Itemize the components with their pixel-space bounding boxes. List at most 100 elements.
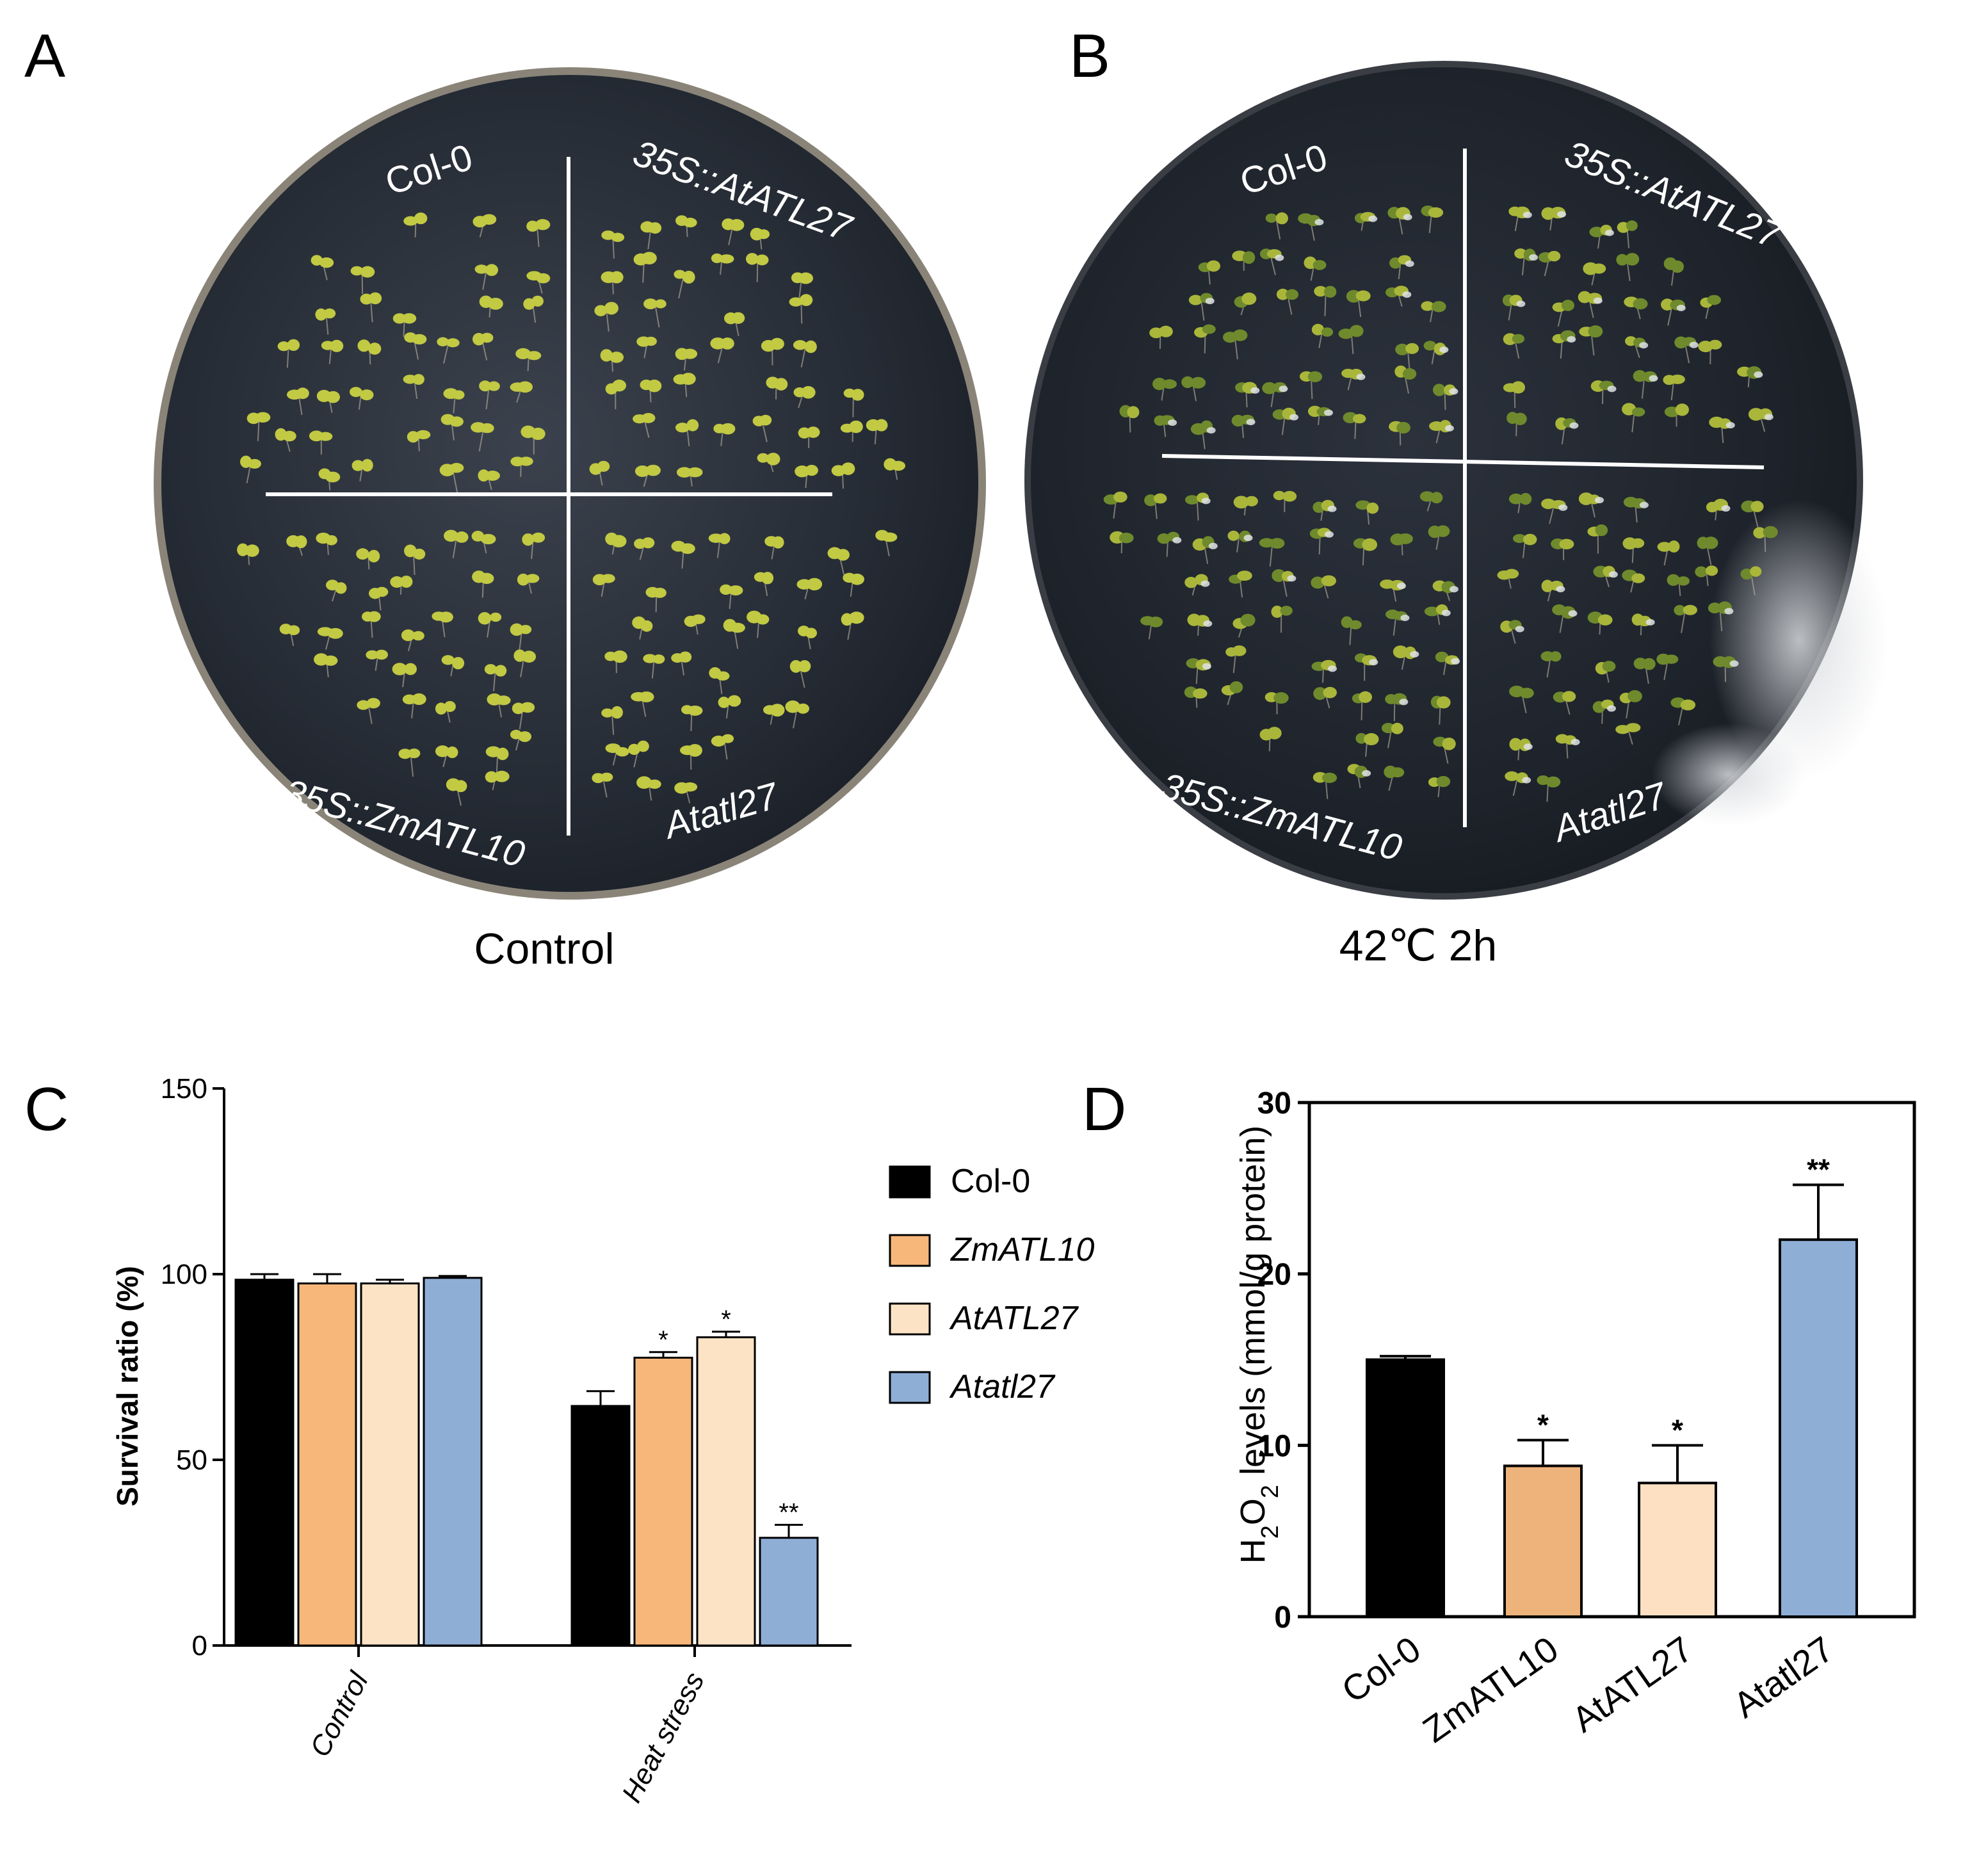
seedling-root [1269, 544, 1273, 567]
seedling-root [800, 346, 807, 368]
seedling-leaf [485, 471, 500, 481]
seedling-leaf [675, 423, 690, 433]
seedling-bleach [1639, 342, 1649, 349]
seedling-leaf [1628, 690, 1642, 702]
seedling-leaf [369, 292, 382, 305]
seedling-leaf [510, 623, 524, 636]
seedling-leaf [1190, 376, 1206, 389]
seedling-bleach [1649, 375, 1658, 382]
seedling-bleach [1523, 211, 1532, 218]
seedling-bleach [1724, 608, 1734, 615]
seedling-leaf [610, 271, 624, 284]
seedling-leaf [1616, 254, 1628, 266]
seedling-leaf [536, 273, 551, 284]
chart-c-bar-atatl27 [423, 1277, 483, 1647]
seedling-leaf [594, 305, 608, 316]
seedling-leaf [1675, 403, 1689, 416]
chart-c-y-tick-label: 100 [161, 1259, 207, 1290]
seedling-leaf [490, 612, 502, 622]
seedling-leaf [628, 743, 640, 756]
seedling-bleach [1356, 373, 1366, 380]
seedling-leaf [1763, 526, 1778, 538]
seedling-leaf [772, 536, 784, 549]
seedling-leaf [652, 654, 665, 664]
seedling-leaf [1519, 492, 1532, 505]
seedling-leaf [636, 776, 652, 789]
seedling-root [651, 659, 655, 679]
seedling-leaf [1642, 658, 1656, 670]
seedling-bleach [1172, 537, 1182, 544]
seedling-leaf [315, 308, 327, 321]
seedling-leaf [1626, 723, 1641, 732]
seedling-bleach [1396, 583, 1406, 590]
seedling-leaf [530, 428, 545, 441]
seedling-leaf [687, 705, 703, 716]
seedling-leaf [612, 650, 627, 663]
seedling-leaf [452, 657, 465, 670]
seedling-leaf [414, 212, 428, 225]
seedling-leaf [1442, 737, 1456, 750]
seedling-bleach [1289, 414, 1299, 421]
seedling-leaf [479, 572, 494, 585]
seedling-leaf [237, 543, 249, 556]
seedling-leaf [1707, 295, 1722, 305]
seedling-leaf [1395, 343, 1409, 355]
seedling-leaf [1750, 566, 1762, 577]
seedling-leaf [766, 453, 780, 465]
seedling-leaf [1436, 696, 1451, 709]
seedling-leaf [390, 576, 404, 588]
seedling-leaf [796, 703, 809, 714]
seedling-leaf [449, 416, 464, 427]
caption-heat: 42℃ 2h [1339, 921, 1498, 970]
seedling-leaf [455, 531, 469, 543]
seedling-leaf [446, 746, 458, 759]
seedling-leaf [1514, 248, 1527, 259]
seedling-leaf [789, 297, 803, 307]
seedling-leaf [1359, 691, 1373, 703]
chart-d-bar-zmatl10 [1503, 1464, 1583, 1619]
seedling-leaf [531, 532, 545, 543]
seedling-leaf [850, 573, 864, 585]
seedling-leaf [1592, 263, 1606, 274]
seedling-leaf [1541, 579, 1554, 593]
seedling-bleach [1529, 254, 1539, 261]
seedling-leaf [1421, 301, 1434, 311]
seedling-leaf [350, 266, 364, 276]
seedling-leaf [647, 779, 661, 789]
chart-c-x-tick-label: Heat stress [616, 1667, 711, 1807]
seedling-leaf [1241, 292, 1257, 305]
seedling-leaf [1245, 496, 1258, 506]
seedling-leaf [1397, 533, 1413, 544]
seedling-leaf [1270, 538, 1285, 549]
seedling-root [606, 309, 610, 332]
seedling-leaf [1314, 286, 1327, 297]
seedling-leaf [759, 414, 772, 426]
seedling-leaf [248, 458, 261, 469]
seedling-leaf [757, 229, 770, 239]
seedling-leaf [444, 700, 456, 713]
seedling-bleach [1362, 770, 1371, 777]
seedling-bleach [1441, 610, 1451, 617]
chart-d-x-tick-label: Atatl27 [1726, 1628, 1841, 1726]
seedling-leaf [494, 770, 510, 782]
chart-d-bar-atatl27 [1638, 1482, 1717, 1618]
seedling-leaf [647, 379, 662, 392]
seedling-leaf [1559, 538, 1574, 550]
chart-c-x-tick-label: Control [304, 1667, 375, 1762]
chart-d-x-tick-label: Col-0 [1334, 1628, 1428, 1710]
seedling-leaf [770, 337, 784, 350]
seedling-leaf [1262, 382, 1277, 394]
seedling-leaf [1127, 406, 1140, 419]
seedling-leaf [600, 349, 613, 362]
seedling-leaf [731, 312, 745, 324]
seedling-leaf [1430, 492, 1443, 504]
seedling-leaf [1390, 767, 1405, 778]
seedling-root [654, 304, 660, 328]
chart-d-y-tick-label: 10 [1257, 1429, 1291, 1463]
seedling-root [800, 301, 803, 324]
chart-d-y-label-subscript: 2 [1257, 1485, 1284, 1498]
seedling-leaf [411, 693, 426, 706]
seedling-leaf [1272, 569, 1286, 582]
panel-b: B Col-0 35S::AtATL27 35S::ZmATL10 Atatl2… [1024, 22, 1889, 970]
